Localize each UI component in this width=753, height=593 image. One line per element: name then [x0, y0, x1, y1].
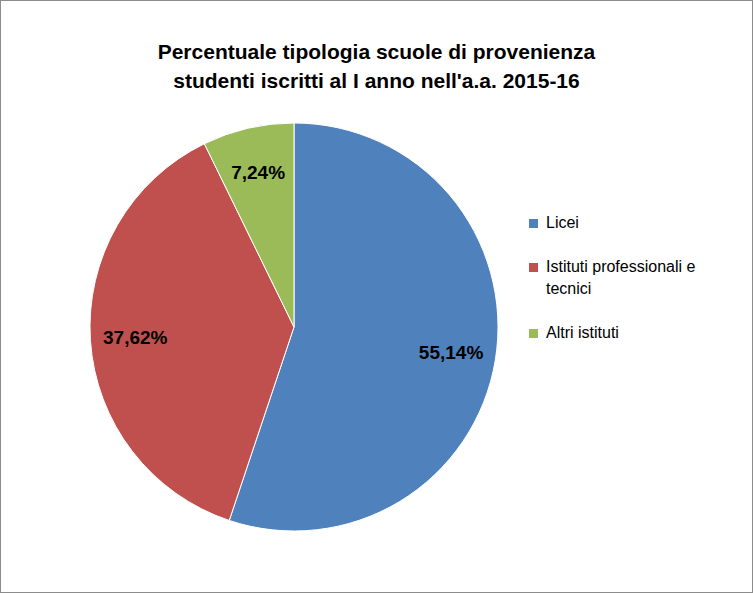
svg-text:37,62%: 37,62%	[103, 327, 168, 348]
svg-text:55,14%: 55,14%	[419, 342, 484, 363]
html-text:Licei: Licei	[546, 214, 579, 231]
html-text:Istituti professionali e tecni: Istituti professionali e tecnici	[546, 258, 696, 297]
html-text:Percentuale tipologia scuole d: Percentuale tipologia scuole di provenie…	[157, 40, 596, 92]
html-text:Altri istituti: Altri istituti	[546, 324, 619, 341]
svg-text:7,24%: 7,24%	[231, 162, 285, 183]
